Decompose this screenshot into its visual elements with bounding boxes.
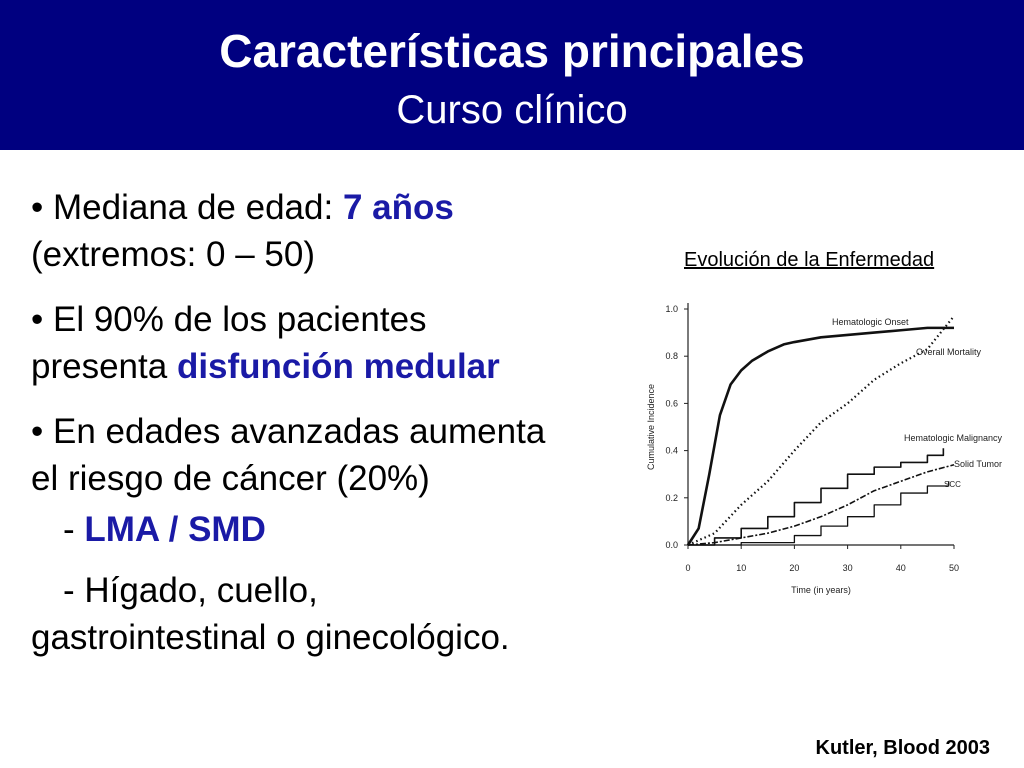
bullet-icon: • [31, 188, 44, 227]
sub-item-text: gastrointestinal o ginecológico. [31, 618, 510, 657]
series-line [687, 315, 955, 547]
y-tick-label: 1.0 [665, 304, 678, 314]
y-axis-label: Cumulative Incidence [646, 384, 656, 470]
dash: - [63, 510, 85, 549]
highlight-text: LMA / SMD [84, 510, 266, 549]
bullet-text: el riesgo de cáncer (20%) [31, 459, 430, 498]
y-tick-label: 0.2 [665, 493, 678, 503]
dash: - [63, 571, 85, 610]
bullet-text: En edades avanzadas aumenta [43, 412, 546, 451]
bullet-text: El 90% de los pacientes [43, 300, 427, 339]
series-label: Hematologic Onset [832, 317, 909, 327]
bullet-item: • El 90% de los pacientes presenta disfu… [31, 296, 631, 390]
bullet-text: (extremos: 0 – 50) [31, 235, 315, 274]
bullet-item: • Mediana de edad: 7 años (extremos: 0 –… [31, 184, 631, 278]
sub-item-text: Hígado, cuello, [84, 571, 318, 610]
x-tick-label: 50 [949, 563, 959, 573]
series-line [686, 326, 954, 546]
series-line [687, 463, 955, 546]
x-tick-label: 40 [896, 563, 906, 573]
sub-item: - LMA / SMD [31, 506, 631, 553]
highlight-text: disfunción medular [176, 347, 500, 386]
series-label: Hematologic Malignancy [904, 433, 1003, 443]
y-tick-label: 0.4 [665, 446, 678, 456]
bullet-icon: • [31, 412, 44, 451]
y-tick-label: 0.0 [665, 540, 678, 550]
x-tick-label: 20 [789, 563, 799, 573]
x-tick-label: 30 [843, 563, 853, 573]
series-label: Overall Mortality [916, 347, 982, 357]
series-label: SCC [944, 480, 961, 489]
highlight-text: 7 años [342, 188, 454, 227]
bullet-text: Mediana de edad: [43, 188, 343, 227]
citation: Kutler, Blood 2003 [815, 737, 991, 759]
series-label: Solid Tumor [954, 459, 1002, 469]
x-tick-label: 10 [736, 563, 746, 573]
bullet-icon: • [31, 300, 44, 339]
slide-header: Características principales Curso clínic… [0, 0, 1024, 150]
bullet-list: • Mediana de edad: 7 años (extremos: 0 –… [31, 184, 631, 675]
y-tick-label: 0.6 [665, 398, 678, 408]
series-line [688, 448, 945, 546]
y-tick-label: 0.8 [665, 351, 678, 361]
bullet-text: presenta [31, 347, 177, 386]
series-line [688, 481, 950, 546]
sub-item: - Hígado, cuello, gastrointestinal o gin… [31, 567, 631, 661]
slide-subtitle: Curso clínico [396, 88, 628, 132]
x-axis-label: Time (in years) [791, 585, 851, 595]
x-tick-label: 0 [685, 563, 690, 573]
slide-title: Características principales [219, 25, 805, 77]
cumulative-incidence-chart: 0.0 0.2 0.4 0.6 0.8 1.0 0 10 20 30 40 50 Time (in ye… [646, 303, 1003, 595]
chart-caption: Evolución de la Enfermedad [684, 249, 935, 271]
bullet-item: • En edades avanzadas aumenta el riesgo … [31, 408, 631, 502]
